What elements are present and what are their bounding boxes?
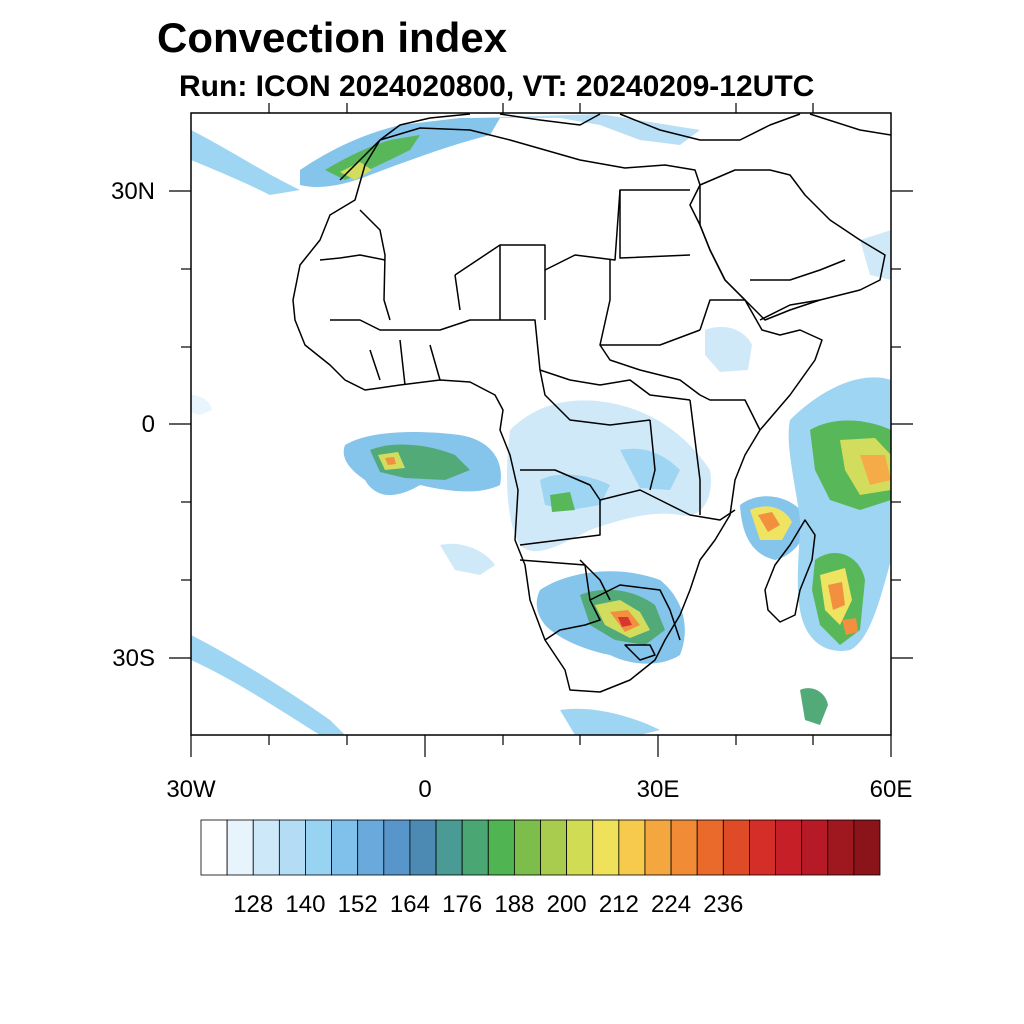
colorbar-tick-label: 176: [442, 891, 482, 918]
colorbar-tick-label: 224: [651, 891, 691, 918]
x-tick-label-30w: 30W: [166, 776, 216, 803]
colorbar-swatch: [592, 819, 620, 876]
map-title: Convection index: [157, 14, 508, 61]
colorbar-swatch: [513, 819, 541, 876]
colorbar-swatch: [644, 819, 672, 876]
colorbar-swatch: [383, 819, 411, 876]
x-tick-label-60e: 60E: [870, 776, 913, 803]
colorbar-swatch: [305, 819, 332, 876]
axis-ticks: [169, 103, 913, 757]
colorbar-swatch: [278, 819, 306, 876]
colorbar-swatch: [696, 819, 724, 876]
colorbar-swatch: [775, 819, 803, 876]
colorbar-labels: 128 140 152 164 176 188 200 212 224 236: [233, 891, 743, 918]
coastlines-and-borders: [292, 113, 891, 693]
colorbar-swatch: [226, 819, 254, 876]
colorbar-tick-label: 152: [338, 891, 378, 918]
colorbar-swatch: [357, 819, 385, 876]
colorbar-tick-label: 212: [599, 891, 639, 918]
colorbar-swatch: [252, 819, 280, 876]
colorbar-swatch: [331, 819, 359, 876]
colorbar-swatch: [540, 819, 568, 876]
colorbar-swatch: [435, 819, 463, 876]
x-tick-label-30e: 30E: [637, 776, 680, 803]
colorbar-swatch: [566, 819, 594, 876]
x-tick-label-0: 0: [418, 776, 431, 803]
colorbar-tick-label: 188: [494, 891, 534, 918]
y-tick-label-30s: 30S: [112, 645, 155, 672]
y-tick-label-30n: 30N: [111, 178, 155, 205]
colorbar-swatch: [409, 819, 437, 876]
colorbar: [200, 819, 881, 876]
colorbar-swatch: [801, 819, 829, 876]
colorbar-tick-label: 140: [285, 891, 325, 918]
colorbar-swatch: [722, 819, 750, 876]
colorbar-swatch: [461, 819, 489, 876]
colorbar-tick-label: 128: [233, 891, 273, 918]
map-subtitle: Run: ICON 2024020800, VT: 20240209-12UTC: [179, 70, 815, 103]
colorbar-tick-label: 200: [547, 891, 587, 918]
y-tick-label-0: 0: [142, 411, 155, 438]
colorbar-swatch: [853, 819, 881, 876]
colorbar-swatch: [749, 819, 776, 876]
colorbar-swatch: [200, 819, 228, 876]
colorbar-tick-label: 164: [390, 891, 430, 918]
colorbar-tick-label: 236: [703, 891, 743, 918]
colorbar-swatch: [618, 819, 646, 876]
colorbar-swatch: [670, 819, 698, 876]
colorbar-swatch: [827, 819, 855, 876]
colorbar-swatch: [487, 819, 515, 876]
convection-shading: [191, 114, 891, 735]
